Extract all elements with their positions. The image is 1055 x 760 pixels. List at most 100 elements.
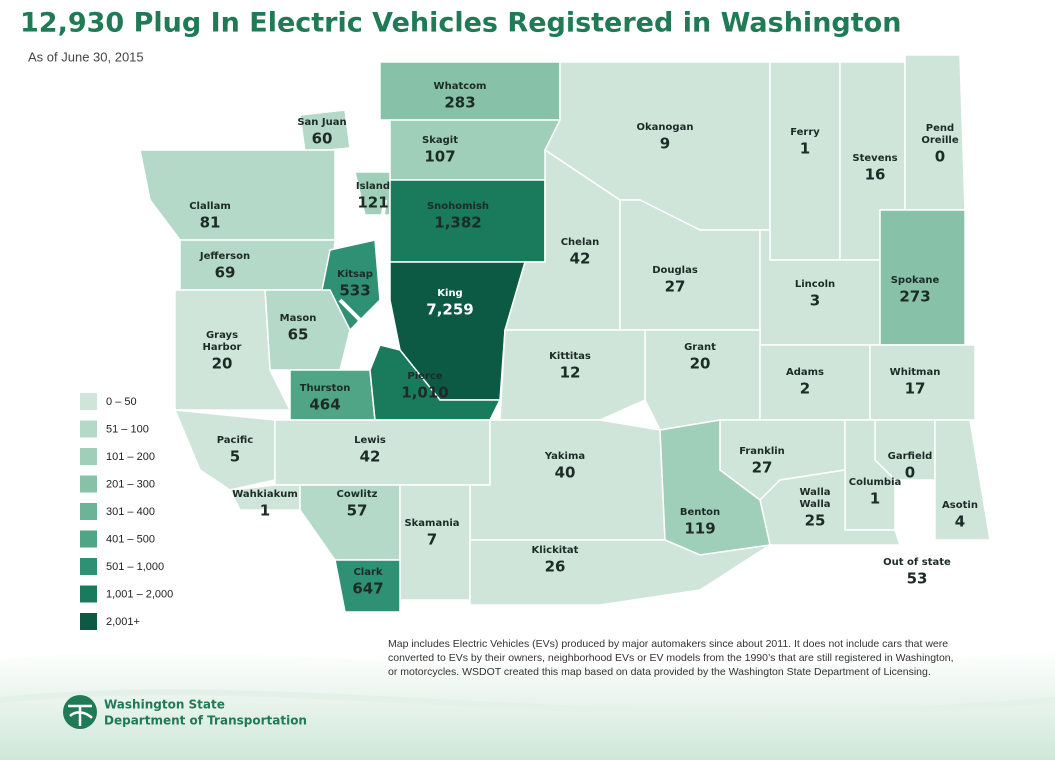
county-count: 20 bbox=[212, 355, 233, 373]
county-name: Walla Walla bbox=[799, 487, 830, 510]
county-name: Grays Harbor bbox=[202, 330, 241, 353]
county-count: 7,259 bbox=[426, 301, 473, 319]
county-name: Whatcom bbox=[434, 81, 487, 92]
county-name: King bbox=[437, 288, 462, 299]
county-count: 1 bbox=[800, 140, 810, 158]
county bbox=[299, 109, 351, 153]
county-name: Clark bbox=[353, 567, 382, 578]
subtitle: As of June 30, 2015 bbox=[28, 49, 144, 64]
county-count: 2 bbox=[800, 380, 810, 398]
county bbox=[469, 539, 771, 606]
county-count: 0 bbox=[905, 464, 915, 482]
legend-swatch bbox=[80, 585, 97, 603]
legend-swatch bbox=[80, 448, 97, 465]
county bbox=[369, 344, 502, 421]
county-count: 0 bbox=[935, 148, 945, 166]
county-name: Stevens bbox=[852, 153, 897, 164]
county-name: Cowlitz bbox=[337, 489, 378, 500]
county-count: 9 bbox=[660, 135, 670, 153]
county-count: 27 bbox=[665, 278, 686, 296]
county-count: 1 bbox=[870, 490, 880, 508]
county-count: 20 bbox=[690, 355, 711, 373]
county-count: 26 bbox=[545, 558, 566, 576]
county-count: 647 bbox=[352, 580, 383, 598]
county bbox=[769, 61, 841, 261]
county-name: Franklin bbox=[739, 446, 785, 457]
logo: Washington State Department of Transport… bbox=[63, 695, 307, 729]
county-name: Mason bbox=[280, 313, 317, 324]
county-count: 1,382 bbox=[434, 214, 481, 232]
county-name: Klickitat bbox=[532, 545, 579, 556]
county bbox=[759, 344, 871, 421]
county-name: Whitman bbox=[890, 367, 941, 378]
county-name: Yakima bbox=[544, 451, 585, 462]
county-name: Snohomish bbox=[427, 201, 489, 212]
county-count: 57 bbox=[347, 502, 368, 520]
water bbox=[338, 199, 388, 366]
county-count: 4 bbox=[955, 513, 965, 531]
legend-swatch bbox=[80, 393, 97, 410]
county bbox=[334, 559, 401, 613]
county-count: 40 bbox=[555, 464, 576, 482]
county-count: 1,010 bbox=[401, 384, 448, 402]
county bbox=[274, 419, 491, 486]
county-count: 119 bbox=[684, 520, 715, 538]
county-name: Columbia bbox=[849, 477, 902, 488]
county-name: Thurston bbox=[300, 383, 351, 394]
county-name: Kittitas bbox=[549, 351, 591, 362]
legend-swatch bbox=[80, 613, 97, 630]
county-count: 60 bbox=[312, 130, 333, 148]
legend-label: 301 – 400 bbox=[106, 506, 155, 518]
county-name: Pacific bbox=[217, 435, 254, 446]
county bbox=[499, 329, 646, 421]
note-line: or motorcycles. WSDOT created this map b… bbox=[388, 666, 931, 678]
county-name: Douglas bbox=[652, 265, 698, 276]
logo-glyph bbox=[68, 704, 93, 726]
county-name: Pierce bbox=[407, 371, 442, 382]
county-name: Clallam bbox=[189, 201, 231, 212]
county-count: 283 bbox=[444, 94, 475, 112]
county-name: Kitsap bbox=[337, 269, 373, 280]
county-name: San Juan bbox=[297, 117, 346, 128]
county-name: Skamania bbox=[404, 518, 459, 529]
county bbox=[934, 419, 991, 541]
county bbox=[139, 149, 336, 241]
county-name: Grant bbox=[684, 342, 716, 353]
county-count: 16 bbox=[865, 166, 886, 184]
county-count: 1 bbox=[260, 502, 270, 520]
county-name: Pend Oreille bbox=[921, 123, 958, 146]
county-count: 53 bbox=[907, 570, 928, 588]
county-count: 7 bbox=[427, 531, 437, 549]
legend-label: 401 – 500 bbox=[106, 533, 155, 545]
county-count: 25 bbox=[805, 512, 826, 530]
county-name: Spokane bbox=[891, 275, 940, 286]
county-name: Asotin bbox=[942, 500, 978, 511]
county-count: 273 bbox=[899, 288, 930, 306]
county-count: 65 bbox=[288, 326, 309, 344]
county bbox=[389, 119, 561, 181]
legend-swatch bbox=[80, 558, 97, 575]
legend-label: 1,001 – 2,000 bbox=[106, 588, 173, 600]
county-name: Lincoln bbox=[795, 279, 835, 290]
title: 12,930 Plug In Electric Vehicles Registe… bbox=[20, 8, 901, 39]
county-count: 42 bbox=[570, 250, 591, 268]
county-count: 12 bbox=[560, 364, 581, 382]
legend-swatch bbox=[80, 420, 97, 438]
county-name: Okanogan bbox=[637, 122, 694, 133]
county-count: 69 bbox=[215, 264, 236, 282]
county bbox=[173, 409, 276, 491]
county-name: Lewis bbox=[354, 435, 386, 446]
legend-label: 501 – 1,000 bbox=[106, 561, 164, 573]
county-name: Ferry bbox=[790, 127, 820, 138]
county-name: Island bbox=[356, 181, 390, 192]
county-name: Benton bbox=[680, 507, 720, 518]
county bbox=[179, 239, 336, 291]
county-count: 464 bbox=[309, 396, 340, 414]
county-name: Adams bbox=[786, 367, 824, 378]
county bbox=[174, 289, 292, 411]
note-line: Map includes Electric Vehicles (EVs) pro… bbox=[388, 638, 948, 650]
legend-swatch bbox=[80, 503, 97, 520]
county-count: 27 bbox=[752, 459, 773, 477]
